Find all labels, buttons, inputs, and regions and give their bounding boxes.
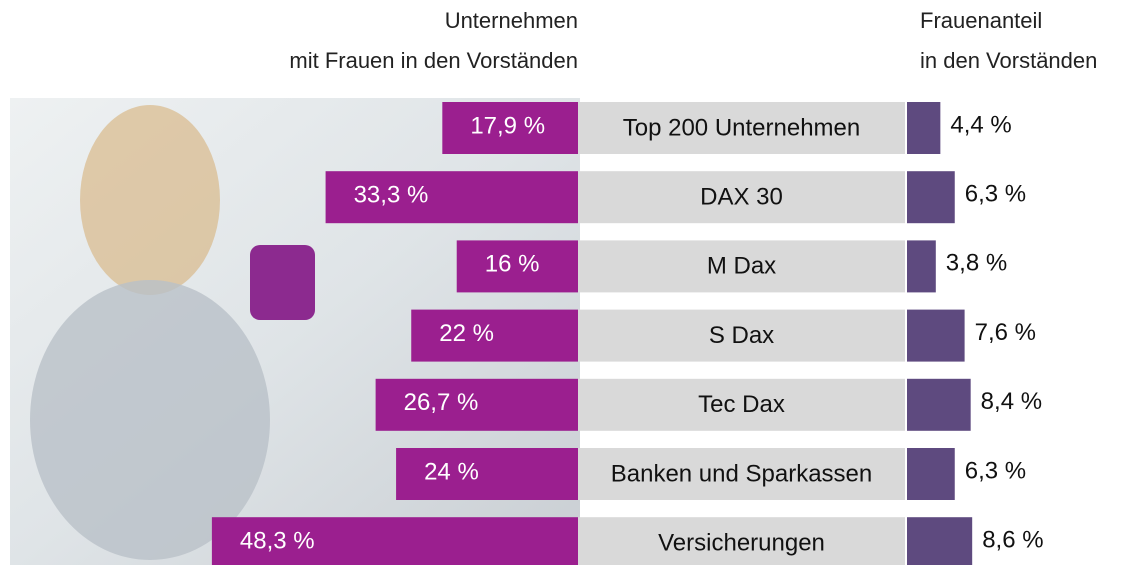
data-label: 26,7 % <box>404 389 479 416</box>
category-band <box>578 171 905 224</box>
data-label: 33,3 % <box>354 182 429 209</box>
bar <box>907 102 941 154</box>
bar <box>907 240 936 293</box>
data-label: 16 % <box>485 251 540 278</box>
category-band <box>578 517 905 565</box>
bar <box>907 448 955 500</box>
bar <box>907 517 973 565</box>
category-label: M Dax <box>707 253 776 280</box>
bar <box>325 171 578 224</box>
category-label: Top 200 Unternehmen <box>623 114 861 141</box>
category-band <box>578 378 905 431</box>
data-label: 8,6 % <box>982 527 1043 554</box>
category-label: Tec Dax <box>698 391 785 418</box>
bar <box>907 378 971 431</box>
category-band <box>578 309 905 362</box>
category-band <box>578 448 905 500</box>
data-label: 17,9 % <box>470 112 545 139</box>
data-label: 3,8 % <box>946 250 1007 277</box>
data-label: 48,3 % <box>240 528 315 555</box>
category-band <box>578 102 905 154</box>
category-band <box>578 240 905 293</box>
data-label: 8,4 % <box>981 388 1042 415</box>
series-header: Unternehmen mit Frauen in den Vorständen <box>289 8 578 73</box>
data-label: 6,3 % <box>965 457 1026 484</box>
bar <box>907 309 965 362</box>
bar <box>411 309 578 362</box>
bar <box>442 102 578 154</box>
bar <box>375 378 578 431</box>
bar <box>396 448 578 500</box>
data-label: 4,4 % <box>950 111 1011 138</box>
category-label: Versicherungen <box>658 530 825 557</box>
category-label: DAX 30 <box>700 184 783 211</box>
data-label: 6,3 % <box>965 181 1026 208</box>
bar <box>211 517 579 565</box>
data-label: 7,6 % <box>975 319 1036 346</box>
data-label: 24 % <box>424 458 479 485</box>
photo-figure <box>30 280 270 560</box>
photo-mug <box>250 245 315 320</box>
bar <box>907 171 955 224</box>
category-label: Banken und Sparkassen <box>611 460 873 487</box>
bar <box>456 240 578 293</box>
data-label: 22 % <box>439 320 494 347</box>
series-header: Frauenanteil in den Vorständen <box>920 8 1097 73</box>
category-label: S Dax <box>709 322 774 349</box>
photo-figure <box>80 105 220 295</box>
